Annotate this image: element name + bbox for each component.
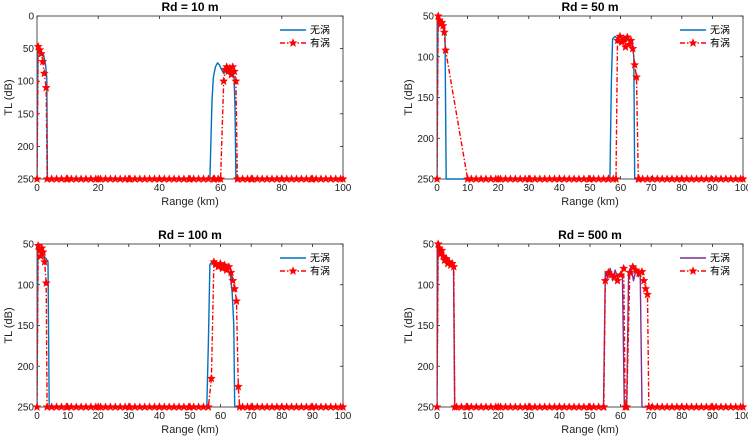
y-tick-label: 200 [417,362,434,373]
x-tick-label: 60 [215,411,227,422]
y-tick-label: 200 [17,362,34,373]
x-tick-label: 100 [335,411,352,422]
legend-label: 无涡 [310,253,330,265]
series-line-with-eddy [37,45,343,180]
legend-label: 无涡 [310,25,330,37]
x-tick-label: 10 [462,411,474,422]
subplot-1: Rd = 10 m 0 20 40 60 80 100 0 50 100 150 200 250 Rang… [3,0,352,208]
x-tick-label: 30 [523,183,535,194]
y-tick-label: 0 [28,12,34,23]
subplot-grid: Rd = 10 m0 20 40 60 80 100050100150200250Rang… [3,0,748,436]
y-tick-label: 100 [17,280,34,291]
y-tick-label: 250 [17,403,34,414]
x-tick-label: 0 [434,411,440,422]
x-tick-label: 20 [93,183,105,194]
chart-title: Rd = 500 m [558,228,622,242]
y-tick-label: 150 [417,93,434,104]
x-tick-label: 10 [462,183,474,194]
y-tick-label: 100 [17,77,34,88]
x-tick-label: 70 [246,411,258,422]
y-tick-label: 150 [417,321,434,332]
y-axis-label: TL (dB) [3,307,15,343]
legend-label: 有涡 [710,265,730,278]
x-axis-label: Range (km) [161,424,218,436]
y-tick-label: 100 [417,280,434,291]
y-tick-label: 50 [23,240,35,251]
x-tick-label: 90 [707,183,719,194]
y-tick-label: 150 [17,321,34,332]
subplot-3: Rd = 100 m 0 10 20 30 40 50 60 70 80 90 100 50 100 150… [3,228,352,436]
x-tick-label: 80 [276,183,288,194]
x-axis-label: Range (km) [561,424,618,436]
x-tick-label: 20 [493,183,505,194]
x-tick-label: 0 [34,411,40,422]
x-tick-label: 40 [554,183,566,194]
y-axis-label: TL (dB) [403,79,415,115]
x-tick-label: 90 [707,411,719,422]
x-tick-label: 50 [184,411,196,422]
subplot-4: Rd = 500 m 0 10 20 30 40 50 60 70 80 90 100 50 100 150… [403,228,748,436]
y-tick-label: 50 [423,240,435,251]
x-tick-label: 100 [335,183,352,194]
y-tick-label: 200 [17,142,34,153]
x-tick-label: 0 [434,183,440,194]
x-tick-label: 80 [676,183,688,194]
x-tick-label: 80 [276,411,288,422]
x-tick-label: 0 [34,183,40,194]
x-tick-label: 10 [62,411,74,422]
y-tick-label: 250 [417,403,434,414]
x-axis-label: Range (km) [561,196,618,208]
y-tick-label: 250 [417,175,434,186]
legend-label: 无涡 [710,253,730,265]
x-tick-label: 40 [154,411,166,422]
chart-title: Rd = 50 m [561,0,618,14]
legend-label: 有涡 [710,37,730,50]
legend-label: 有涡 [310,37,330,50]
x-tick-label: 90 [307,411,319,422]
x-tick-label: 40 [154,183,166,194]
x-tick-label: 30 [123,411,135,422]
x-tick-label: 100 [735,183,748,194]
x-tick-label: 60 [615,183,627,194]
y-axis-label: TL (dB) [3,79,15,115]
x-axis-label: Range (km) [161,196,218,208]
y-tick-label: 50 [423,12,435,23]
y-tick-label: 50 [23,44,35,55]
x-tick-label: 20 [93,411,105,422]
x-tick-label: 100 [735,411,748,422]
x-tick-label: 20 [493,411,505,422]
y-tick-label: 150 [17,109,34,120]
x-tick-label: 60 [215,183,227,194]
x-tick-label: 50 [584,183,596,194]
y-tick-label: 200 [417,134,434,145]
x-tick-label: 60 [615,411,627,422]
x-tick-label: 50 [584,411,596,422]
subplot-2: Rd = 50 m 0 10 20 30 40 50 60 70 80 90 100 50 100 150 2… [403,0,748,208]
legend-label: 无涡 [710,25,730,37]
legend-label: 有涡 [310,265,330,278]
x-tick-label: 40 [554,411,566,422]
x-tick-label: 80 [676,411,688,422]
x-tick-label: 70 [646,183,658,194]
x-tick-label: 30 [523,411,535,422]
chart-title: Rd = 10 m [161,0,218,14]
chart-title: Rd = 100 m [158,228,222,242]
y-tick-label: 250 [17,175,34,186]
y-tick-label: 100 [417,52,434,63]
x-tick-label: 70 [646,411,658,422]
y-axis-label: TL (dB) [403,307,415,343]
